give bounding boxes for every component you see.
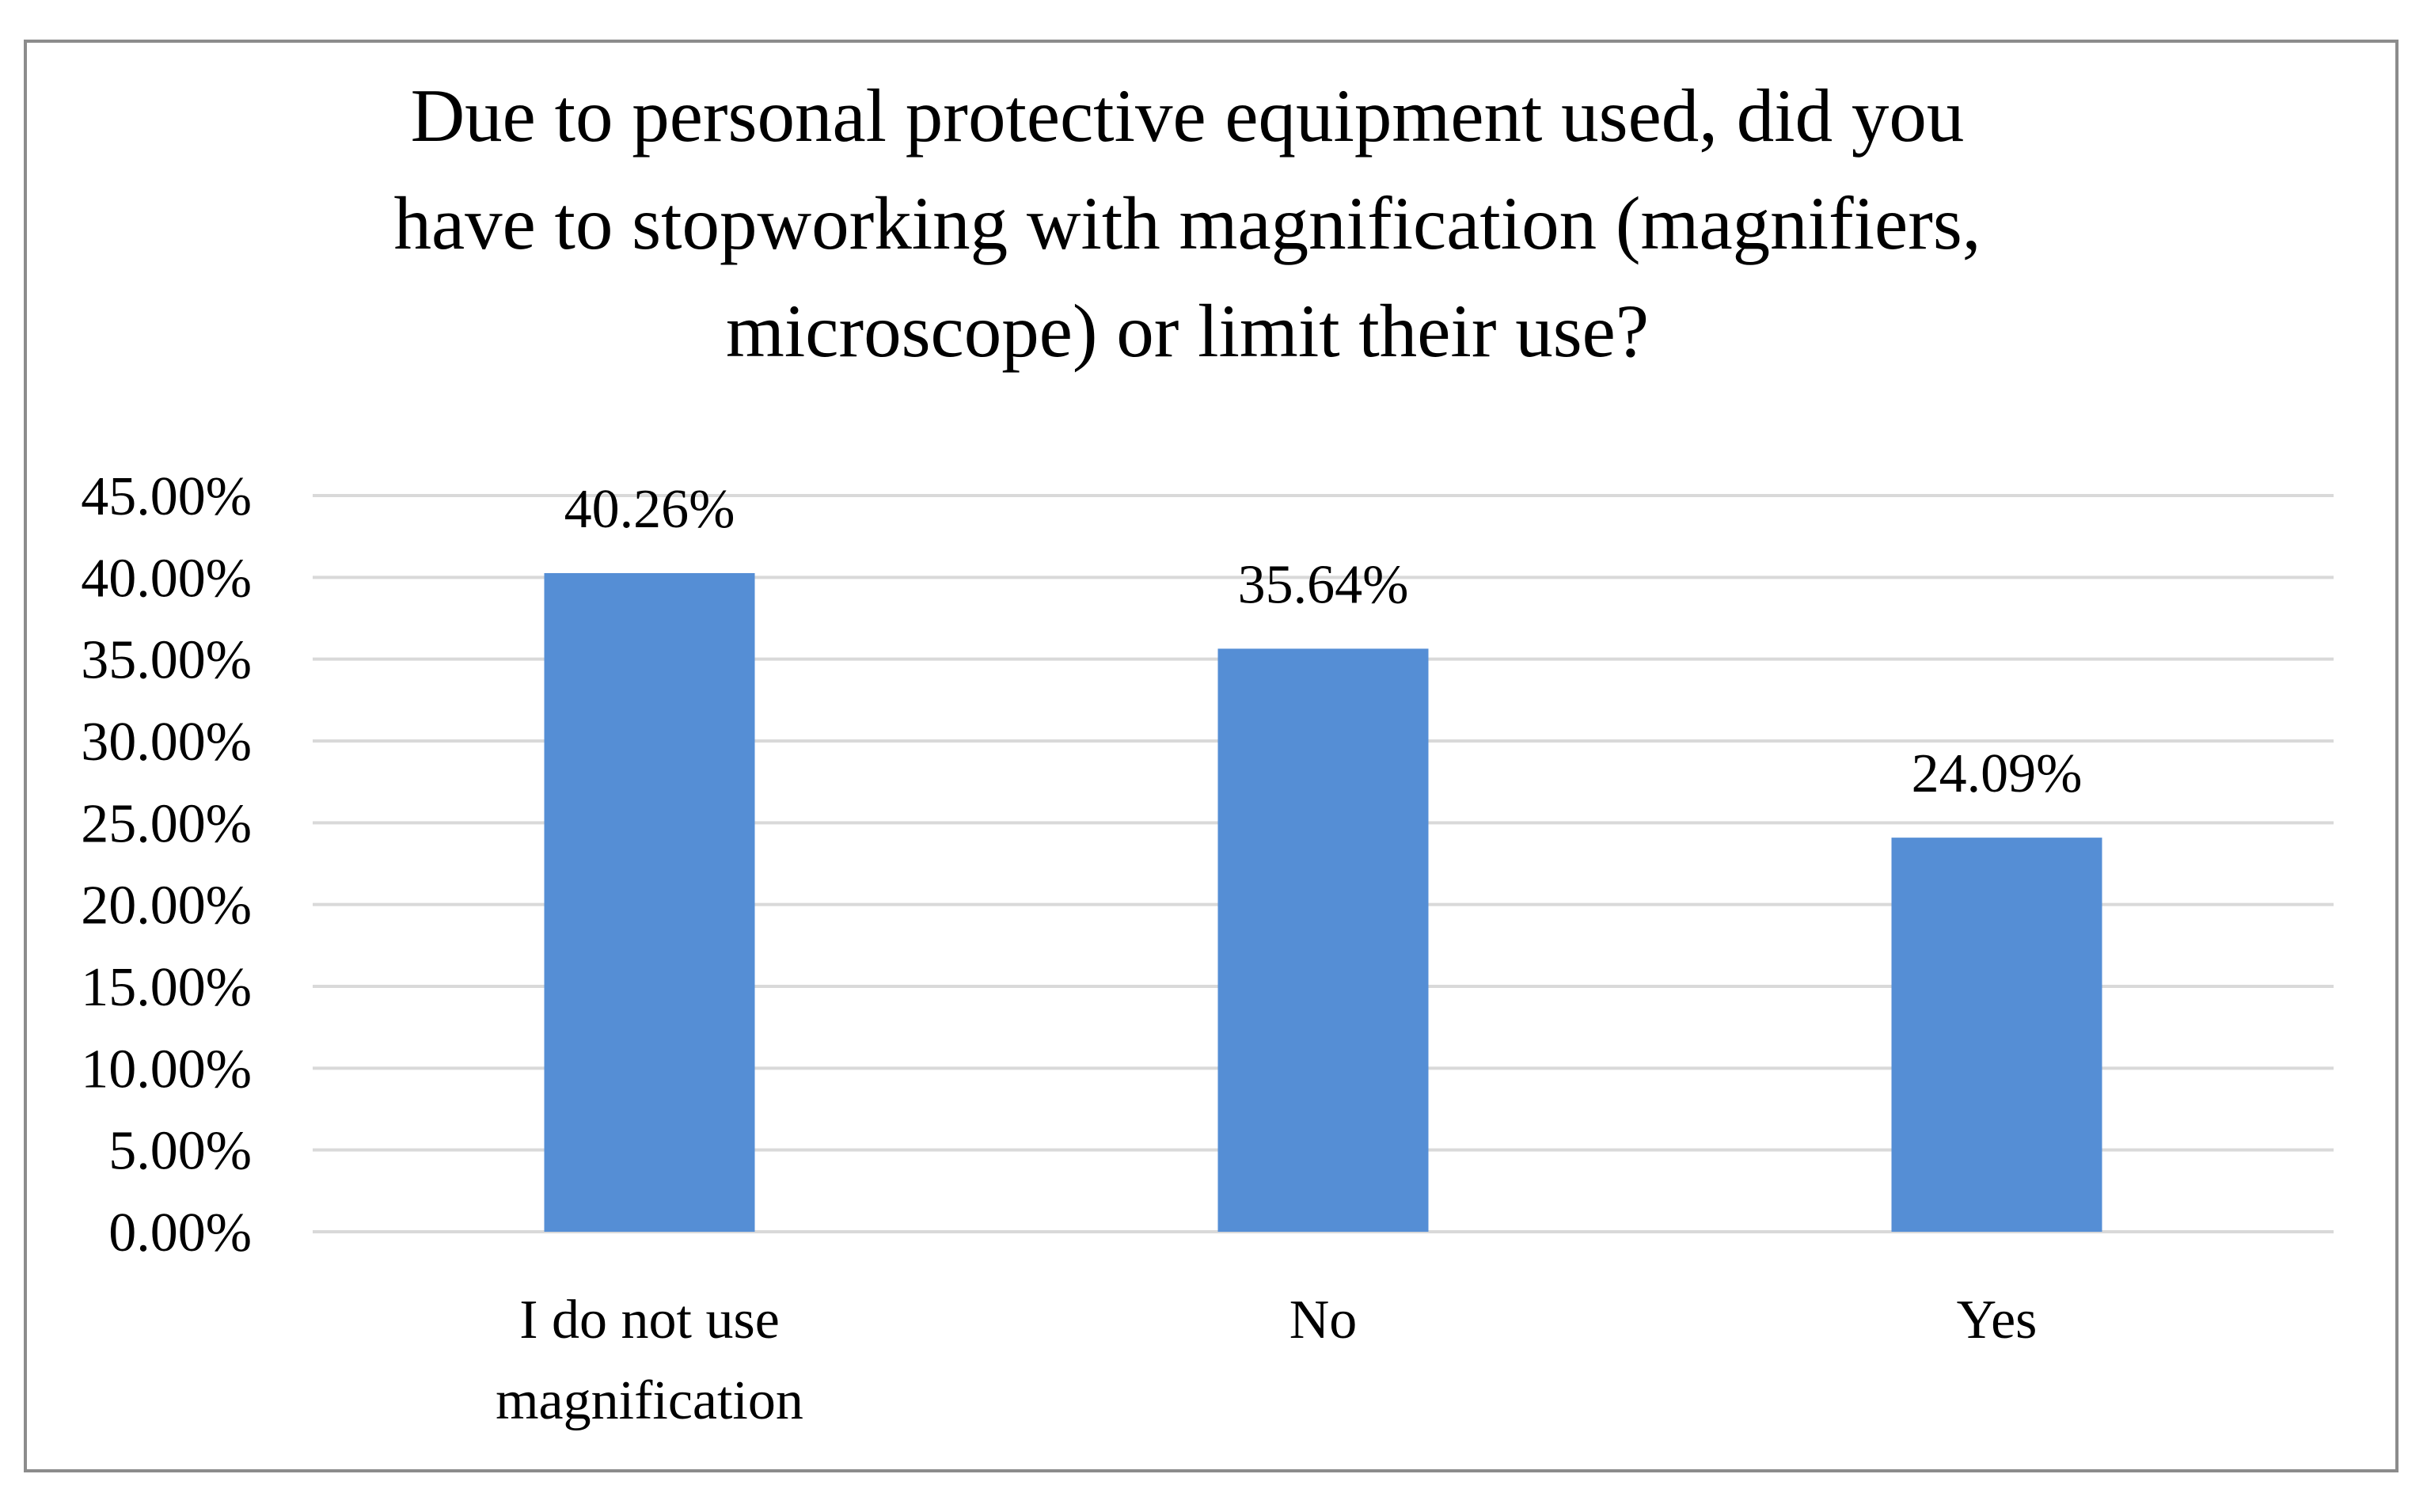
y-tick-label: 40.00% [81,548,252,609]
x-tick-label: I do not use [519,1290,780,1351]
bar [1217,648,1429,1232]
bar [1891,838,2102,1232]
bar-value-label: 35.64% [1238,554,1409,615]
y-tick-label: 0.00% [108,1202,252,1263]
x-tick-label: No [1289,1290,1358,1351]
y-tick-label: 25.00% [81,793,252,854]
y-tick-label: 30.00% [81,712,252,773]
y-tick-label: 35.00% [81,630,252,691]
x-tick-label: Yes [1957,1290,2038,1351]
chart-title-line-3: microscope) or limit their use? [725,289,1650,373]
bar [544,572,755,1232]
x-tick-label: magnification [496,1370,803,1431]
y-tick-label: 10.00% [81,1039,252,1100]
y-tick-label: 5.00% [108,1121,252,1182]
chart-title-line-1: Due to personal protective equipment use… [410,74,1965,158]
y-tick-label: 15.00% [81,957,252,1018]
chart-title-line-2: have to stopworking with magnification (… [393,181,1981,265]
chart-title: Due to personal protective equipment use… [237,62,2137,385]
y-tick-label: 20.00% [81,876,252,936]
chart-frame [24,40,2399,1472]
bar-value-label: 40.26% [564,479,735,540]
y-tick-label: 45.00% [81,466,252,527]
bar-value-label: 24.09% [1912,743,2083,804]
